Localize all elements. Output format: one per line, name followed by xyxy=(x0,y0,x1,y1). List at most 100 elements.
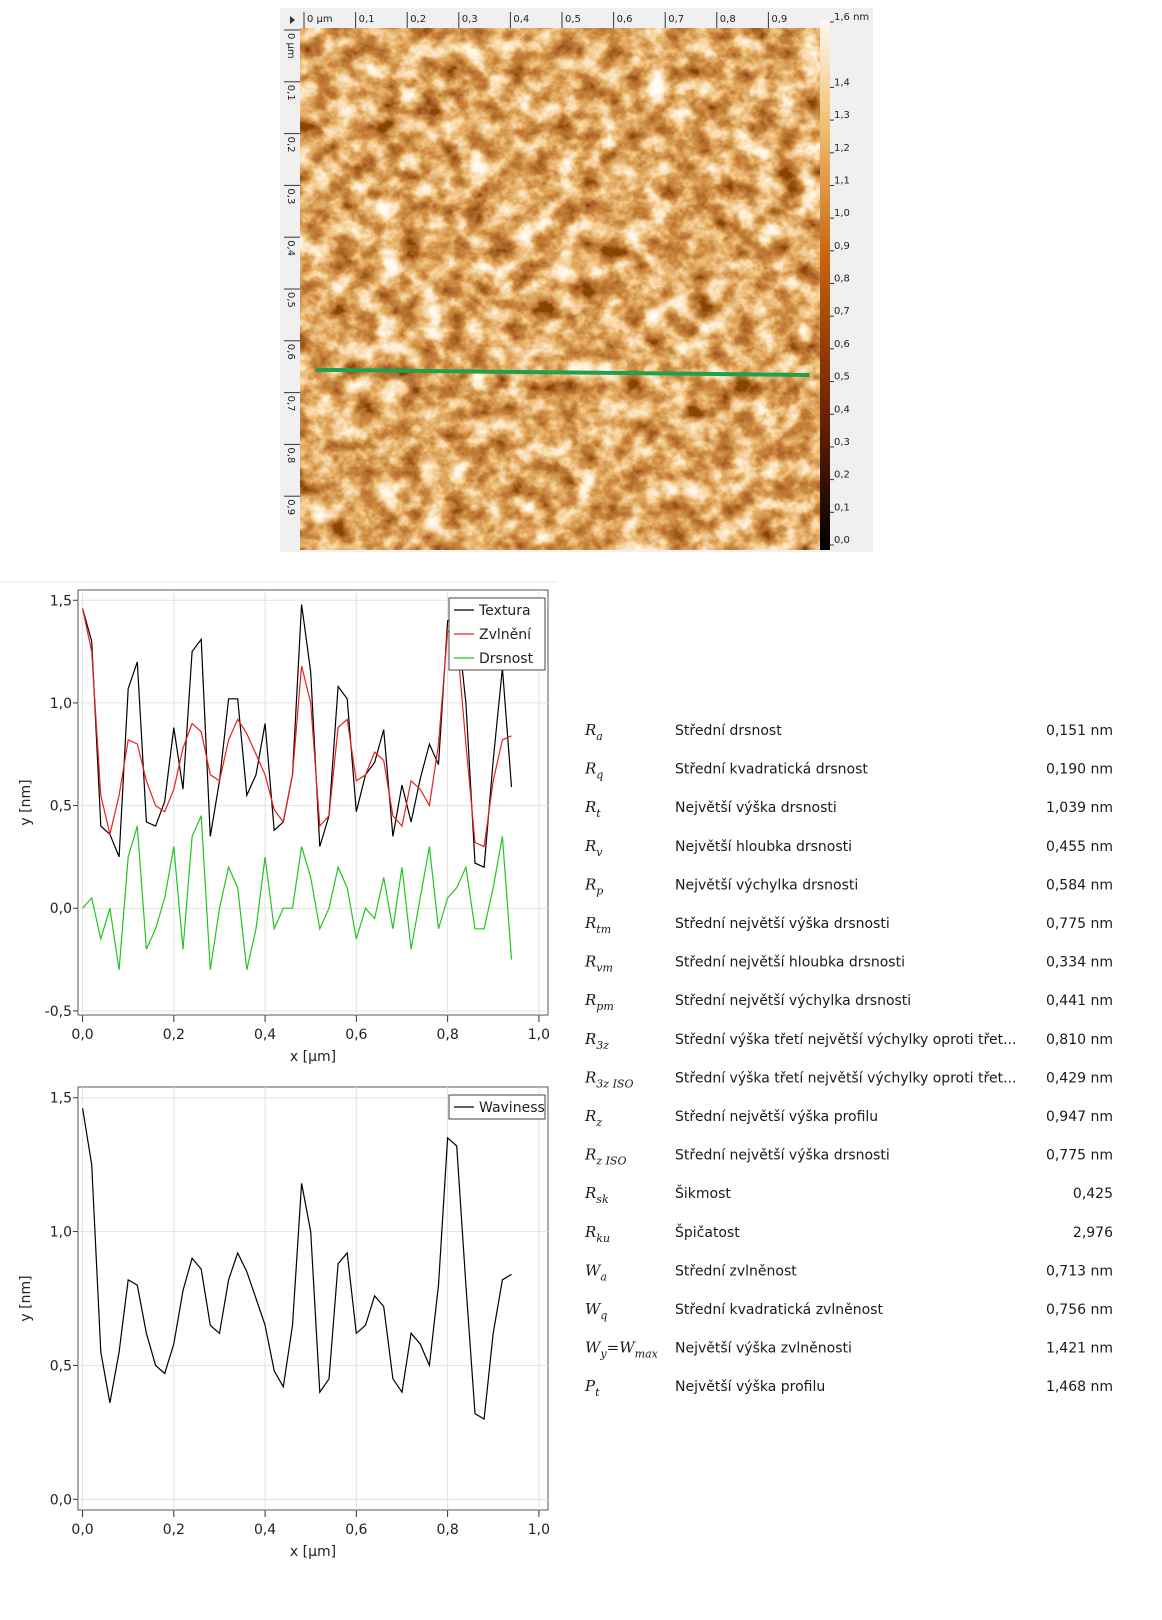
param-name: Střední výška třetí největší výchylky op… xyxy=(675,1070,1016,1086)
param-name: Střední kvadratická zvlněnost xyxy=(675,1302,883,1318)
param-symbol-part: ku xyxy=(596,1232,610,1245)
y-tick-label: 1,0 xyxy=(50,1225,72,1241)
param-symbol-part: a xyxy=(600,1270,607,1283)
param-symbol: Wy=Wmax xyxy=(585,1339,659,1361)
param-symbol: Rv xyxy=(584,837,603,859)
param-value: 0,756 nm xyxy=(1046,1302,1113,1318)
y-tick-label: 0,0 xyxy=(50,901,72,917)
y-axis-label: y [nm] xyxy=(18,1275,34,1321)
colorbar-label: 1,2 xyxy=(834,143,850,154)
param-value: 0,713 nm xyxy=(1046,1263,1113,1279)
param-symbol-part: R xyxy=(584,1146,596,1164)
param-value: 0,425 xyxy=(1073,1186,1113,1202)
page-body: 0 µm0,10,20,30,40,50,60,70,80,90 µm0,10,… xyxy=(0,0,1162,1620)
param-name: Střední drsnost xyxy=(675,723,782,739)
colorbar-label: 1,3 xyxy=(834,110,850,121)
x-tick-label: 0,0 xyxy=(71,1027,93,1043)
param-value: 0,947 nm xyxy=(1046,1109,1113,1125)
param-symbol: R3z ISO xyxy=(584,1068,634,1090)
param-name: Největší výška profilu xyxy=(675,1379,825,1395)
param-symbol-part: R xyxy=(584,991,596,1009)
param-symbol-part: pm xyxy=(596,1000,613,1013)
colorbar xyxy=(820,20,830,550)
param-symbol-part: R xyxy=(584,837,596,855)
x-ruler-label: 0 µm xyxy=(307,14,333,25)
x-axis-label: x [µm] xyxy=(290,1544,336,1560)
param-name: Střední největší výchylka drsnosti xyxy=(675,993,911,1009)
legend-label: Textura xyxy=(478,603,531,619)
param-symbol: Rvm xyxy=(584,953,613,975)
param-symbol-part: R xyxy=(584,914,596,932)
x-tick-label: 0,4 xyxy=(254,1027,276,1043)
legend-label: Waviness xyxy=(479,1100,545,1116)
y-ruler-label: 0,4 xyxy=(285,240,296,256)
param-symbol: R3z xyxy=(584,1030,609,1052)
x-ruler-label: 0,9 xyxy=(771,14,787,25)
y-tick-label: 1,5 xyxy=(50,1091,72,1107)
colorbar-label: 0,7 xyxy=(834,306,850,317)
param-symbol: Rpm xyxy=(584,991,614,1013)
param-symbol-part: 3z ISO xyxy=(596,1077,633,1090)
param-name: Střední největší hloubka drsnosti xyxy=(675,955,905,971)
colorbar-label: 1,4 xyxy=(834,77,850,88)
x-tick-label: 0,8 xyxy=(436,1522,458,1538)
colorbar-label: 0,6 xyxy=(834,339,850,350)
param-value: 0,810 nm xyxy=(1046,1032,1113,1048)
param-symbol: Rz ISO xyxy=(584,1146,627,1168)
param-symbol-part: v xyxy=(596,846,603,859)
param-name: Střední největší výška drsnosti xyxy=(675,1148,890,1164)
colorbar-label: 0,4 xyxy=(834,404,850,415)
param-symbol-part: tm xyxy=(596,923,611,936)
param-symbol: Rtm xyxy=(584,914,611,936)
param-name: Největší hloubka drsnosti xyxy=(675,839,852,855)
param-name: Šikmost xyxy=(675,1184,731,1202)
param-value: 1,421 nm xyxy=(1046,1341,1113,1357)
param-symbol: Wa xyxy=(585,1261,607,1283)
x-ruler-label: 0,3 xyxy=(462,14,478,25)
x-ruler-label: 0,2 xyxy=(410,14,426,25)
param-symbol-part: R xyxy=(584,721,596,739)
param-value: 0,334 nm xyxy=(1046,955,1113,971)
param-symbol-part: R xyxy=(584,875,596,893)
param-symbol-part: t xyxy=(596,807,601,820)
x-tick-label: 0,6 xyxy=(345,1027,367,1043)
param-name: Střední největší výška drsnosti xyxy=(675,916,890,932)
param-symbol: Pt xyxy=(584,1377,600,1399)
colorbar-label: 0,9 xyxy=(834,241,850,252)
x-tick-label: 0,2 xyxy=(163,1027,185,1043)
param-name: Střední zvlněnost xyxy=(675,1263,797,1279)
y-tick-label: 0,0 xyxy=(50,1492,72,1508)
x-ruler-label: 0,4 xyxy=(513,14,529,25)
x-tick-label: 0,4 xyxy=(254,1522,276,1538)
param-symbol-part: R xyxy=(584,1223,596,1241)
plot-area xyxy=(78,1087,548,1510)
param-symbol-part: t xyxy=(595,1386,600,1399)
param-symbol-part: R xyxy=(584,1068,596,1086)
param-value: 2,976 xyxy=(1073,1225,1113,1241)
y-ruler-label: 0,1 xyxy=(285,85,296,101)
x-ruler-label: 0,5 xyxy=(565,14,581,25)
colorbar-label: 0,2 xyxy=(834,470,850,481)
colorbar-label: 0,8 xyxy=(834,274,850,285)
param-symbol-part: max xyxy=(635,1348,659,1361)
x-ruler-label: 0,1 xyxy=(359,14,375,25)
param-value: 1,039 nm xyxy=(1046,800,1113,816)
y-axis-label: y [nm] xyxy=(18,779,34,825)
param-symbol-part: vm xyxy=(596,962,613,975)
colorbar-label: 0,3 xyxy=(834,437,850,448)
x-tick-label: 0,0 xyxy=(71,1522,93,1538)
param-name: Špičatost xyxy=(675,1223,740,1241)
param-symbol: Rku xyxy=(584,1223,610,1245)
param-symbol: Wq xyxy=(585,1300,607,1322)
colorbar-label: 0,5 xyxy=(834,372,850,383)
x-axis-label: x [µm] xyxy=(290,1049,336,1065)
y-tick-label: 0,5 xyxy=(50,1358,72,1374)
y-ruler-label: 0,2 xyxy=(285,137,296,153)
report: 0 µm0,10,20,30,40,50,60,70,80,90 µm0,10,… xyxy=(0,0,1162,1620)
param-symbol-part: R xyxy=(584,798,596,816)
param-name: Největší výška zvlněnosti xyxy=(675,1341,852,1357)
y-ruler-label: 0,6 xyxy=(285,344,296,360)
colorbar-label: 0,1 xyxy=(834,502,850,513)
param-symbol-part: sk xyxy=(596,1193,609,1206)
param-symbol-part: R xyxy=(584,1107,596,1125)
